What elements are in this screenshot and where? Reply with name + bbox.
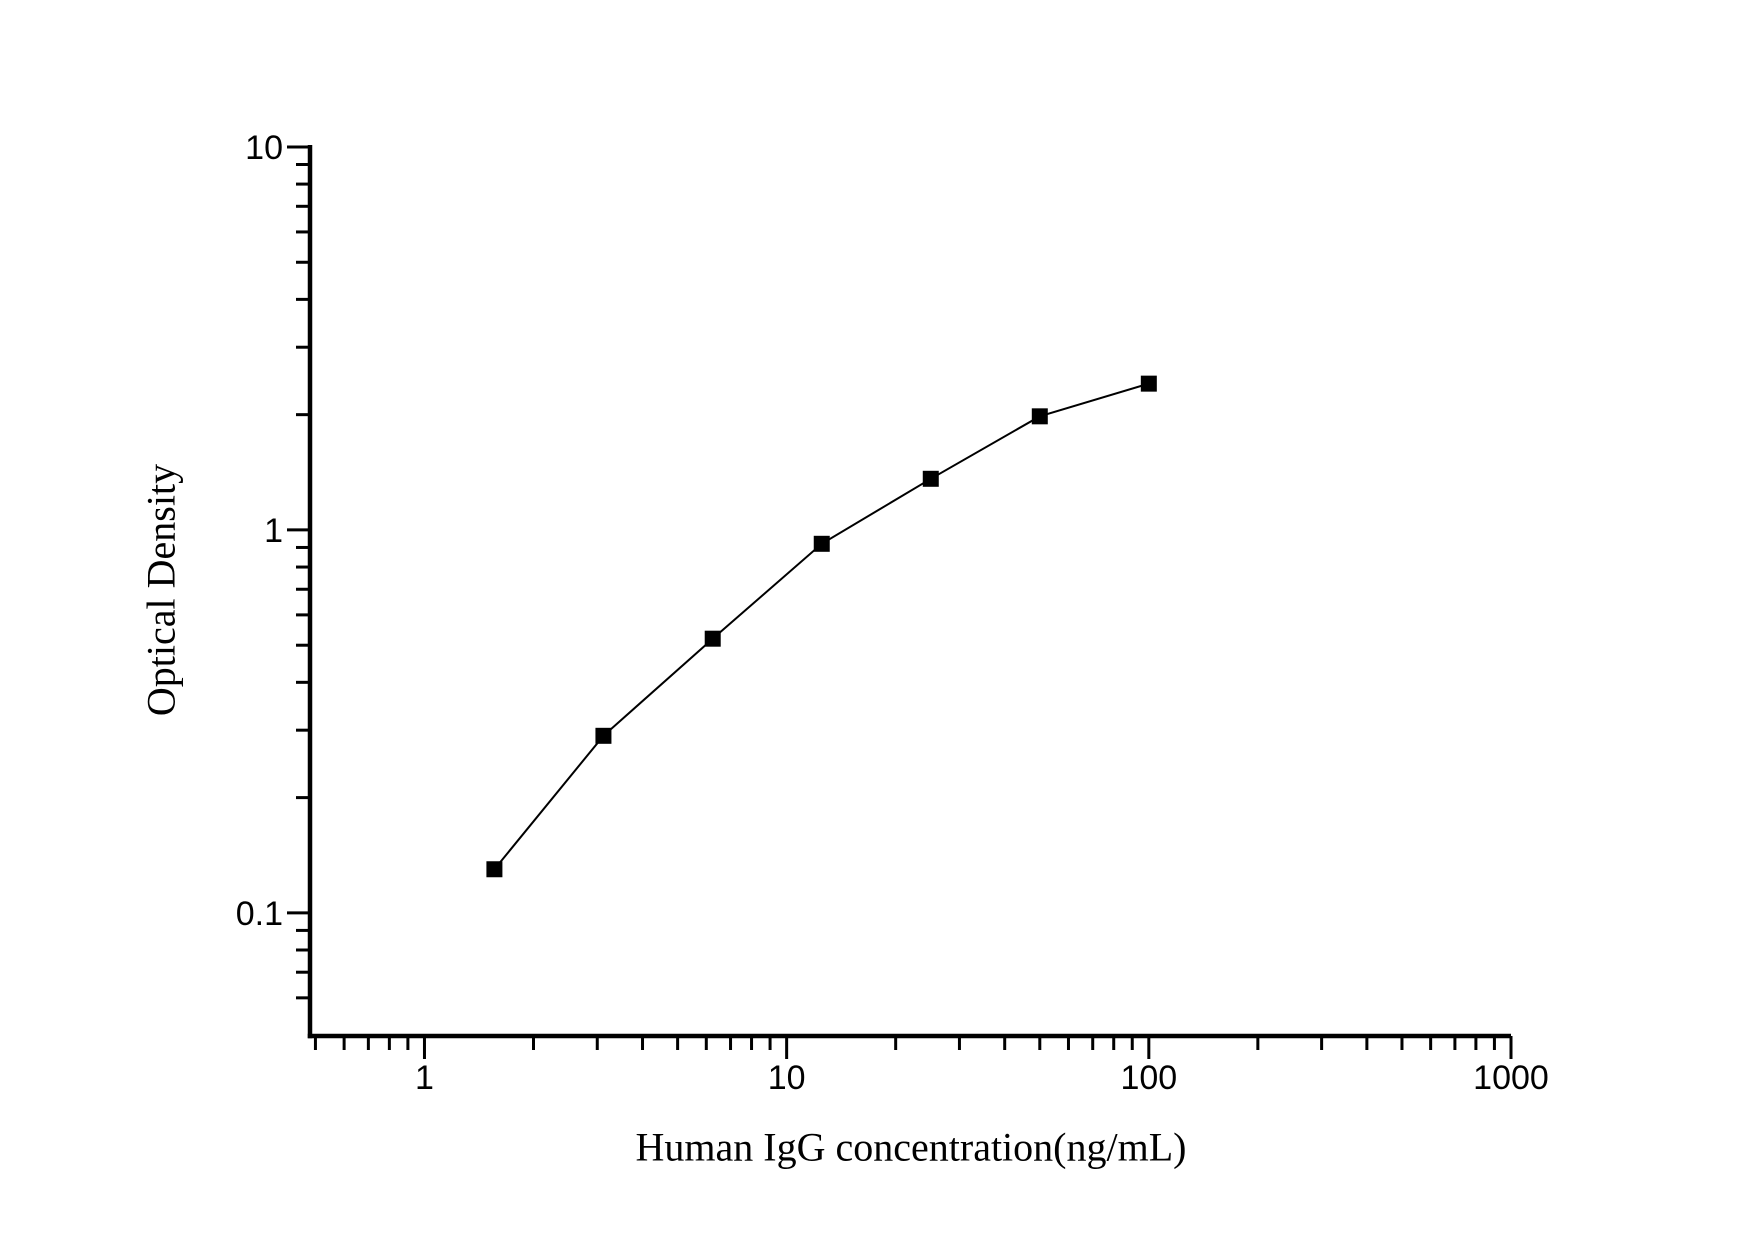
data-point-marker	[922, 470, 939, 487]
x-tick-label: 1000	[1473, 1059, 1549, 1097]
x-axis-title: Human IgG concentration(ng/mL)	[635, 1124, 1187, 1170]
data-point-marker	[1140, 375, 1157, 392]
y-tick-label: 0.1	[236, 895, 283, 933]
y-tick-label: 10	[245, 129, 283, 167]
data-point-marker	[1031, 408, 1048, 425]
x-tick-label: 10	[768, 1059, 806, 1097]
x-tick-label: 1	[415, 1059, 434, 1097]
x-tick-label: 100	[1120, 1059, 1177, 1097]
series-line	[493, 382, 1150, 870]
data-point-marker	[486, 861, 503, 878]
data-point-marker	[595, 727, 612, 744]
y-tick-label: 1	[264, 512, 283, 550]
data-point-marker	[704, 630, 721, 647]
data-point-marker	[813, 535, 830, 552]
y-axis-title: Optical Density	[138, 463, 184, 717]
